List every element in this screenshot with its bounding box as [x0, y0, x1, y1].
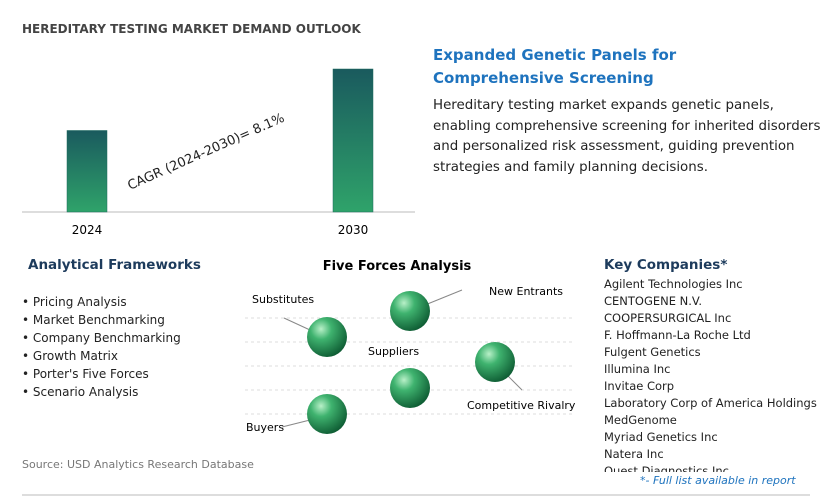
bullet: • — [22, 349, 33, 363]
list-item: • Scenario Analysis — [22, 383, 181, 401]
item-text: Company Benchmarking — [32, 331, 181, 345]
list-item: COOPERSURGICAL Inc — [604, 310, 817, 327]
item-text: Agilent Technologies Inc — [604, 277, 743, 291]
companies-title: Key Companies* — [604, 257, 728, 273]
force-label: Suppliers — [368, 345, 419, 358]
source: Source: USD Analytics Research Database — [22, 458, 254, 471]
list-item: F. Hoffmann-La Roche Ltd — [604, 327, 817, 344]
item-text: COOPERSURGICAL Inc — [604, 311, 732, 325]
list-item: Quest Diagnostics Inc — [604, 463, 817, 472]
frameworks-title: Analytical Frameworks — [28, 257, 201, 273]
list-item: • Company Benchmarking — [22, 329, 181, 347]
force-sphere — [307, 317, 347, 357]
list-item: Fulgent Genetics — [604, 344, 817, 361]
footnote: *- Full list available in report — [640, 474, 796, 487]
item-text: Quest Diagnostics Inc — [604, 464, 729, 472]
item-text: Natera Inc — [604, 447, 664, 461]
list-item: • Market Benchmarking — [22, 311, 181, 329]
force-sphere — [390, 368, 430, 408]
item-text: CENTOGENE N.V. — [604, 294, 702, 308]
bullet: • — [22, 331, 33, 345]
list-item: Agilent Technologies Inc — [604, 276, 817, 293]
bar — [66, 130, 108, 213]
item-text: Growth Matrix — [32, 349, 118, 363]
force-sphere — [307, 394, 347, 434]
page-title: HEREDITARY TESTING MARKET DEMAND OUTLOOK — [22, 22, 361, 36]
bullet: • — [22, 295, 33, 309]
forces-title: Five Forces Analysis — [323, 259, 472, 274]
list-item: CENTOGENE N.V. — [604, 293, 817, 310]
bar — [332, 68, 374, 213]
list-item: • Pricing Analysis — [22, 293, 181, 311]
force-label: Substitutes — [252, 293, 314, 306]
highlight-title: Expanded Genetic Panels for Comprehensiv… — [433, 46, 677, 87]
item-text: Invitae Corp — [604, 379, 675, 393]
cagr-label: CAGR (2024-2030)= 8.1% — [126, 111, 287, 194]
item-text: Scenario Analysis — [32, 385, 139, 399]
item-text: Laboratory Corp of America Holdings — [604, 396, 817, 410]
force-sphere — [390, 291, 430, 331]
item-text: Illumina Inc — [604, 362, 671, 376]
frameworks-list: • Pricing Analysis • Market Benchmarking •… — [22, 293, 181, 401]
item-text: F. Hoffmann-La Roche Ltd — [604, 328, 751, 342]
bullet: • — [22, 313, 33, 327]
list-item: Illumina Inc — [604, 361, 817, 378]
list-item: Myriad Genetics Inc — [604, 429, 817, 446]
list-item: • Porter's Five Forces — [22, 365, 181, 383]
force-sphere — [475, 342, 515, 382]
connectors — [281, 289, 523, 428]
list-item: Invitae Corp — [604, 378, 817, 395]
force-label: Competitive Rivalry — [467, 399, 576, 412]
bullet: • — [22, 385, 33, 399]
x-tick-label: 2024 — [72, 223, 103, 237]
item-text: Porter's Five Forces — [32, 367, 149, 381]
item-text: Myriad Genetics Inc — [604, 430, 718, 444]
force-label: Buyers — [246, 421, 284, 434]
force-label: New Entrants — [489, 285, 563, 298]
bullet: • — [22, 367, 33, 381]
list-item: MedGenome — [604, 412, 817, 429]
x-tick-label: 2030 — [338, 223, 369, 237]
list-item: Laboratory Corp of America Holdings — [604, 395, 817, 412]
highlight-text: Hereditary testing market expands geneti… — [433, 98, 821, 175]
item-text: Pricing Analysis — [32, 295, 127, 309]
item-text: Fulgent Genetics — [604, 345, 701, 359]
item-text: Market Benchmarking — [32, 313, 165, 327]
list-item: • Growth Matrix — [22, 347, 181, 365]
item-text: MedGenome — [604, 413, 677, 427]
list-item: Natera Inc — [604, 446, 817, 463]
companies-list: Agilent Technologies Inc CENTOGENE N.V. CO… — [604, 276, 817, 472]
